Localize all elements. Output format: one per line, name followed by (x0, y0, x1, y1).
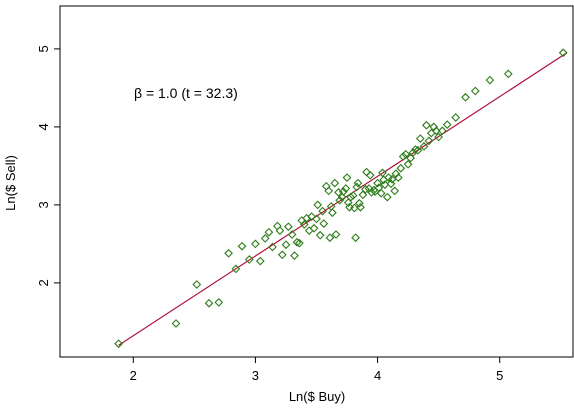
data-point (331, 230, 341, 239)
data-point (312, 214, 321, 224)
data-point (354, 198, 364, 208)
data-point (324, 186, 334, 196)
data-point (373, 178, 382, 188)
data-point (277, 250, 287, 260)
data-point (364, 184, 374, 193)
y-tick-label: 3 (36, 201, 51, 208)
data-point (396, 163, 406, 173)
data-point (295, 238, 304, 248)
data-point (299, 220, 309, 229)
data-point (346, 192, 356, 202)
y-tick-label: 5 (36, 45, 51, 52)
data-point (351, 233, 360, 243)
beta-annotation: β = 1.0 (t = 32.3) (134, 85, 238, 101)
data-point (204, 298, 214, 308)
data-point (451, 113, 461, 122)
data-point (268, 242, 277, 252)
x-tick-label: 3 (252, 368, 259, 383)
data-point (264, 227, 274, 237)
data-point (214, 298, 224, 307)
axes: 2 3 4 5 2 3 4 5 (36, 5, 574, 383)
data-point (307, 212, 316, 221)
data-point (318, 206, 327, 216)
data-point (284, 222, 293, 232)
data-point (171, 319, 181, 328)
data-point (434, 132, 443, 142)
data-point (345, 202, 354, 212)
y-axis-label: Ln($ Sell) (3, 155, 18, 211)
data-point (192, 280, 202, 289)
data-point (348, 191, 358, 200)
data-point (281, 240, 291, 250)
data-point (339, 187, 348, 196)
data-point (442, 120, 452, 129)
data-point (231, 264, 241, 274)
data-point (415, 134, 425, 143)
data-point (376, 188, 386, 198)
data-point (114, 339, 123, 349)
x-tick-label: 2 (130, 368, 137, 383)
data-point (401, 149, 411, 159)
y-tick-label: 2 (36, 279, 51, 286)
data-point (503, 69, 513, 79)
data-point (255, 256, 265, 266)
data-point (393, 173, 403, 182)
data-point (365, 170, 375, 180)
data-point (470, 86, 480, 96)
x-tick-label: 4 (374, 368, 381, 383)
data-point (361, 184, 370, 194)
plot-frame (59, 5, 574, 358)
data-point (382, 192, 392, 202)
data-point (309, 223, 319, 233)
data-point (237, 241, 247, 251)
data-point (391, 169, 401, 179)
data-point (275, 226, 285, 235)
data-point (429, 122, 439, 132)
data-point (325, 233, 335, 243)
data-point (386, 179, 396, 189)
data-point (378, 168, 387, 178)
data-point (558, 48, 568, 58)
data-point (431, 126, 441, 136)
data-point (342, 173, 352, 182)
data-point (244, 255, 254, 264)
data-point (403, 159, 413, 169)
y-tick-label: 4 (36, 123, 51, 130)
data-point (290, 251, 299, 260)
data-point (335, 195, 345, 205)
data-point (413, 145, 423, 155)
data-point (337, 192, 347, 202)
data-point (341, 184, 351, 193)
data-point (390, 186, 400, 196)
data-point (224, 248, 233, 258)
data-point (319, 219, 329, 228)
data-point (398, 152, 408, 161)
data-point (356, 202, 365, 212)
x-tick-label: 5 (496, 368, 503, 383)
data-point (315, 230, 325, 240)
data-point (328, 208, 337, 218)
plot-area (114, 48, 568, 349)
data-point (330, 178, 340, 188)
data-point (367, 188, 376, 197)
x-axis-label: Ln($ Buy) (289, 389, 345, 404)
data-point (411, 145, 420, 154)
data-point (260, 234, 270, 243)
data-point (437, 126, 447, 136)
data-point (461, 92, 470, 102)
data-point (358, 190, 368, 200)
data-point (313, 200, 323, 210)
data-point (251, 239, 260, 249)
data-point (353, 178, 363, 188)
data-point (424, 136, 434, 146)
data-point (419, 142, 429, 151)
data-point (485, 75, 495, 85)
data-point (422, 120, 431, 130)
data-point (292, 237, 302, 247)
data-point (287, 230, 297, 239)
